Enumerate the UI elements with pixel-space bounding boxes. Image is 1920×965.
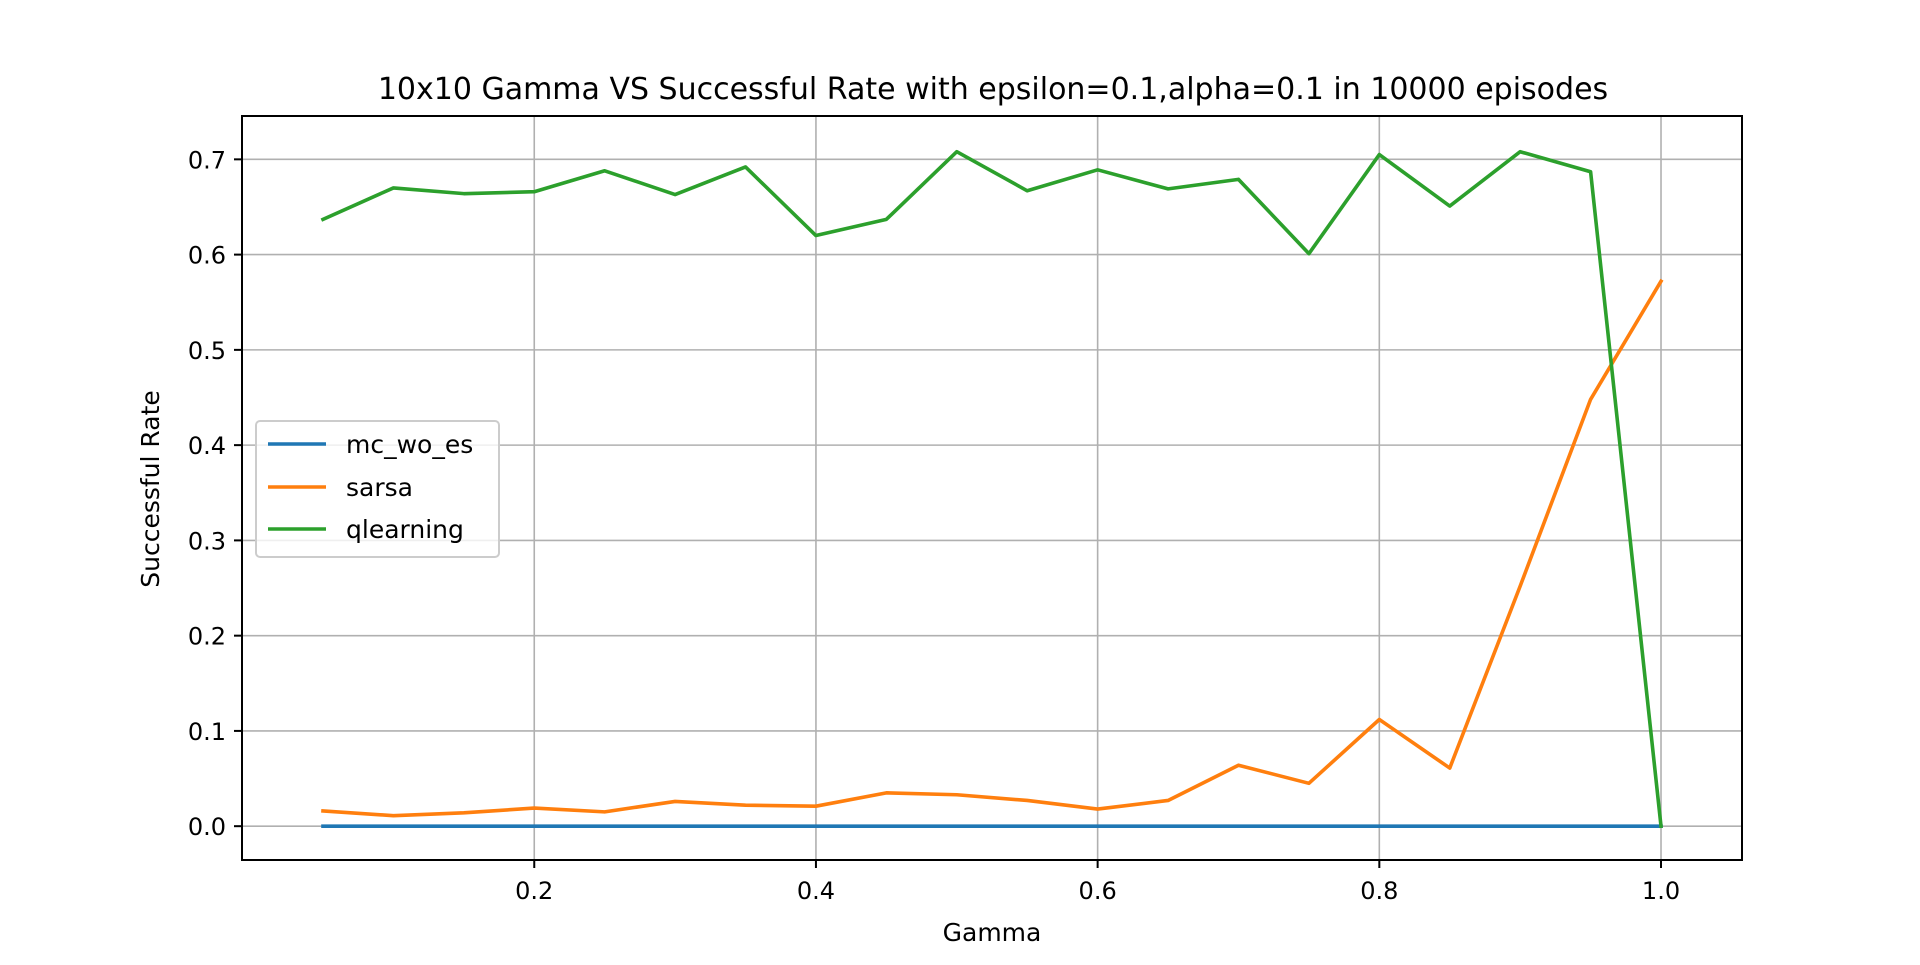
y-axis-label: Successful Rate: [136, 390, 165, 588]
y-tick-label: 0.2: [188, 623, 226, 651]
y-tick-label: 0.6: [188, 242, 226, 270]
series-line-qlearning: [320, 149, 1663, 829]
legend-box: [255, 420, 500, 558]
legend-label-mc-wo-es: mc_wo_es: [346, 430, 473, 459]
y-tick-label: 0.1: [188, 718, 226, 746]
y-tick-label: 0.4: [188, 432, 226, 460]
x-axis: 0.2 0.4 0.6 0.8 1.0: [515, 860, 1680, 905]
legend-label-qlearning: qlearning: [346, 515, 464, 544]
y-tick-label: 0.0: [188, 813, 226, 841]
x-tick-label: 0.6: [1079, 877, 1117, 905]
legend-label-sarsa: sarsa: [346, 473, 413, 502]
y-tick-label: 0.5: [188, 337, 226, 365]
plot-area-frame: [241, 115, 1743, 861]
y-tick-label: 0.3: [188, 527, 226, 555]
series-group: [320, 149, 1664, 829]
x-tick-label: 1.0: [1642, 877, 1680, 905]
chart-title: 10x10 Gamma VS Successful Rate with epsi…: [378, 72, 1608, 107]
legend: mc_wo_es sarsa qlearning: [255, 420, 500, 558]
series-line-sarsa: [321, 278, 1664, 818]
x-axis-label: Gamma: [943, 918, 1042, 947]
y-axis: 0.0 0.1 0.2 0.3 0.4 0.5 0.6 0.7: [188, 146, 242, 841]
y-tick-label: 0.7: [188, 146, 226, 174]
x-tick-label: 0.2: [515, 877, 553, 905]
x-tick-label: 0.4: [797, 877, 835, 905]
x-tick-label: 0.8: [1360, 877, 1398, 905]
